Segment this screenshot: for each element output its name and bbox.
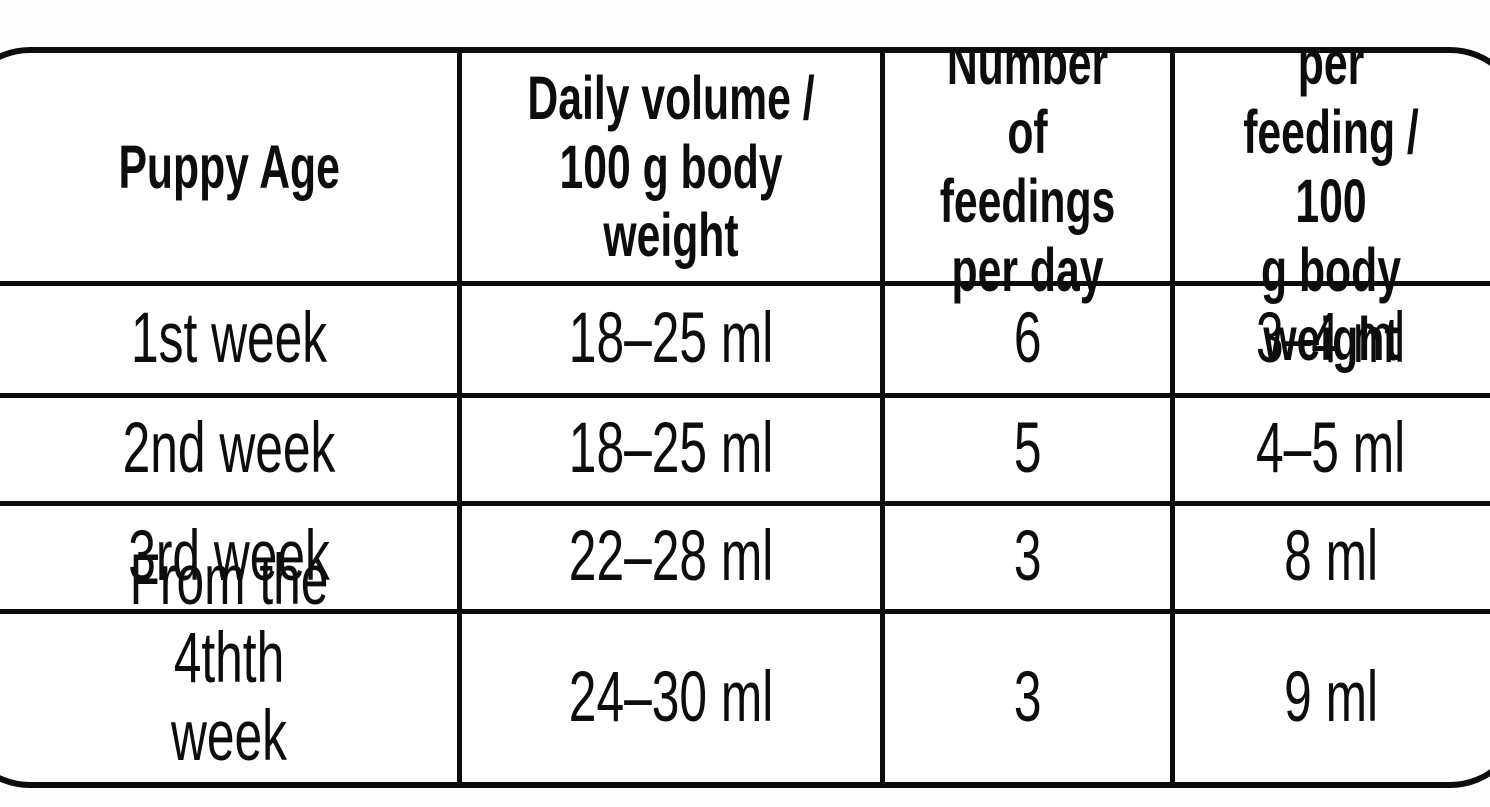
age-value: 2nd week [122,409,336,489]
feedings-value: 5 [1013,409,1042,489]
cell-age-week4plus: From the 4thth week onwardt* [0,541,457,782]
feedings-value: 3 [1013,517,1042,597]
feedings-value: 3 [1013,657,1042,737]
cell-daily-volume-week1: 18–25 ml [457,281,880,393]
cell-volume-per-feeding-week2: 4–5 ml [1170,393,1490,501]
daily-volume-value: 18–25 ml [568,409,774,489]
cell-feedings-week2: 5 [880,393,1170,501]
cell-volume-per-feeding-week1: 3–4 ml [1170,281,1490,393]
volume-per-feeding-value: 4–5 ml [1256,409,1406,489]
daily-volume-value: 24–30 ml [568,657,774,737]
cell-age-week2: 2nd week [0,393,457,501]
cell-daily-volume-week2: 18–25 ml [457,393,880,501]
header-daily-volume-label: Daily volume / 100 g body weight [527,63,815,270]
header-puppy-age: Puppy Age [0,53,457,281]
age-value: 1st week [130,299,328,379]
cell-volume-per-feeding-week3: 8 ml [1170,501,1490,609]
header-feedings-per-day-label: Number of feedings per day [939,47,1116,304]
feedings-value: 6 [1013,299,1042,379]
puppy-feeding-table: Puppy Age Daily volume / 100 g body weig… [0,47,1490,788]
cell-feedings-week4plus: 3 [880,609,1170,782]
cell-age-week3: 3rd week [0,501,457,609]
age-value: From the 4thth week onwardt* [129,540,329,782]
daily-volume-value: 22–28 ml [568,517,774,597]
header-daily-volume: Daily volume / 100 g body weight [457,53,880,281]
header-volume-per-feeding: Volume per feeding / 100 g body weight [1170,53,1490,373]
header-puppy-age-label: Puppy Age [118,132,340,201]
cell-feedings-week1: 6 [880,281,1170,393]
volume-per-feeding-value: 9 ml [1284,657,1378,737]
header-feedings-per-day: Number of feedings per day [880,53,1170,304]
cell-feedings-week3: 3 [880,501,1170,609]
cell-age-week1: 1st week [0,281,457,393]
age-value: 3rd week [128,517,330,597]
cell-daily-volume-week4plus: 24–30 ml [457,609,880,782]
cell-daily-volume-week3: 22–28 ml [457,501,880,609]
header-volume-per-feeding-label: Volume per feeding / 100 g body weight [1243,47,1419,373]
volume-per-feeding-value: 3–4 ml [1256,299,1406,379]
cell-volume-per-feeding-week4plus: 9 ml [1170,609,1490,782]
daily-volume-value: 18–25 ml [568,299,774,379]
volume-per-feeding-value: 8 ml [1284,517,1378,597]
